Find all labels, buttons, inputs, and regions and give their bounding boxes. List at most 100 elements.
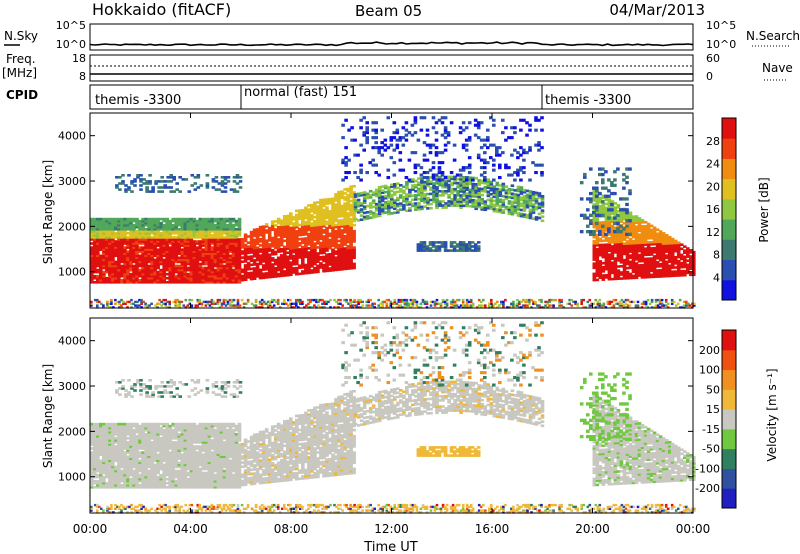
power-cell [102,262,106,266]
power-cell [408,209,412,212]
power-cell [219,238,224,241]
power-cell [183,281,188,284]
power-cell [293,306,296,309]
power-cell [619,246,624,250]
power-cell [450,189,454,193]
power-cell [313,219,317,223]
power-cell [655,236,660,240]
power-cell [595,264,600,267]
power-cell [268,302,272,305]
power-cell [216,266,221,270]
power-cell [595,237,600,241]
power-cell [337,215,341,218]
power-cell [444,191,448,195]
power-cell [425,133,430,137]
power-cell [261,258,266,261]
power-cell [165,272,169,276]
power-cell [613,210,618,213]
power-cell [237,234,242,237]
power-cell [637,239,642,243]
power-cell [435,206,439,210]
power-cell [90,232,94,235]
power-cell [207,254,212,258]
power-cell [276,272,281,276]
power-cell [210,252,215,255]
power-cell [374,209,379,212]
power-cell [117,217,121,221]
power-cell [346,255,350,258]
power-cell [255,242,260,245]
power-cell [592,221,597,225]
power-cell [126,250,130,253]
power-cell [537,141,541,145]
power-cell [115,184,119,187]
power-cell [474,195,478,198]
power-cell [249,234,254,238]
power-cell [138,260,142,264]
power-cell [640,270,645,273]
power-cell [325,300,328,304]
power-cell [183,223,188,227]
power-cell [631,239,636,243]
power-cell [279,235,284,239]
power-cell [249,232,254,236]
power-cell [346,195,350,199]
power-cell [162,228,166,231]
power-cell [180,234,185,237]
power-cell [435,175,439,179]
power-cell [225,281,230,284]
power-cell [105,256,109,260]
power-cell [105,242,109,245]
power-cell [213,252,218,255]
power-cell [171,272,175,276]
power-cell [540,211,545,214]
power-cell [610,245,615,248]
power-cell [467,121,472,125]
power-cell [123,274,127,278]
power-cell [325,230,329,234]
power-cell [168,260,172,264]
power-cell [438,190,442,193]
power-cell [362,116,366,120]
power-cell [595,225,600,229]
power-cell [447,202,451,205]
power-cell [171,240,175,243]
power-cell [310,226,314,229]
power-cell [316,217,320,221]
power-cell [99,244,103,247]
power-cell [273,236,278,239]
power-cell [177,234,181,237]
power-cell [90,225,94,229]
power-cell [207,234,212,237]
power-cell [347,128,351,132]
power-cell [513,131,517,135]
power-cell [108,230,112,233]
power-cell [234,248,239,251]
power-cell [307,263,311,266]
power-cell [637,223,642,226]
power-cell [404,133,409,137]
power-cell [165,264,169,268]
power-cell [292,230,296,233]
power-cell [147,256,151,260]
power-cell [93,264,97,268]
power-cell [649,275,654,279]
power-cell [377,187,382,191]
power-cell [301,229,305,232]
power-cell [286,224,290,228]
power-cell [307,236,311,240]
power-cell [462,188,466,191]
power-cell [111,248,115,251]
power-cell [519,186,524,189]
power-cell [622,266,627,270]
power-cell [513,189,518,192]
power-cell [522,190,527,194]
power-cell [601,186,605,190]
power-cell [471,195,475,198]
power-cell [634,235,639,239]
power-cell [177,232,181,235]
power-cell [225,223,230,227]
power-cell [301,239,305,243]
power-cell [177,252,181,255]
power-cell [319,258,323,261]
